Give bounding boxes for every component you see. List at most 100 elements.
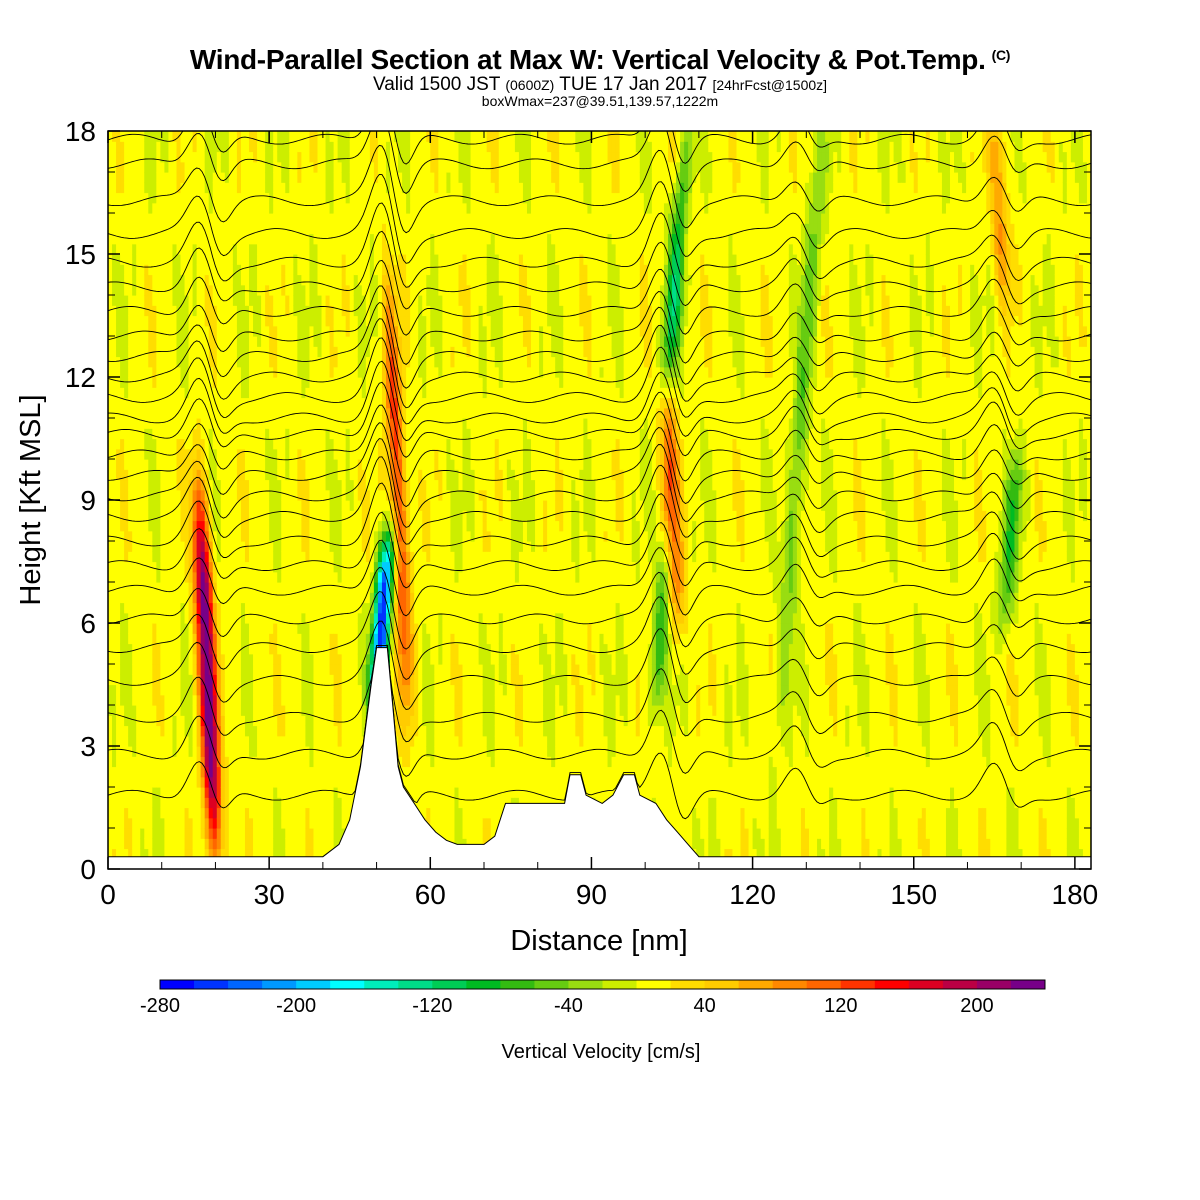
velocity-cell	[176, 428, 182, 440]
velocity-cell	[164, 243, 170, 255]
velocity-cell	[301, 346, 307, 358]
velocity-cell	[140, 418, 145, 429]
velocity-cell	[168, 787, 174, 798]
velocity-cell	[244, 377, 250, 388]
velocity-cell	[269, 674, 274, 686]
velocity-cell	[277, 551, 282, 563]
velocity-cell	[172, 295, 178, 306]
velocity-cell	[144, 551, 149, 563]
velocity-cell	[301, 582, 307, 593]
velocity-cell	[160, 746, 166, 757]
velocity-cell	[381, 305, 387, 317]
velocity-cell	[285, 530, 290, 542]
velocity-cell	[381, 489, 387, 501]
velocity-cell	[160, 664, 166, 675]
velocity-cell	[329, 305, 335, 317]
velocity-cell	[120, 151, 125, 163]
velocity-cell	[289, 377, 294, 388]
velocity-cell	[196, 202, 202, 214]
velocity-cell	[232, 489, 238, 501]
velocity-cell	[176, 172, 182, 183]
velocity-cell	[345, 418, 351, 429]
velocity-cell	[293, 479, 298, 491]
velocity-cell	[289, 848, 294, 860]
velocity-cell	[281, 489, 286, 501]
velocity-cell	[164, 305, 170, 317]
velocity-cell	[313, 325, 319, 337]
velocity-cell	[228, 561, 234, 573]
velocity-cell	[244, 264, 250, 276]
velocity-cell	[265, 582, 270, 593]
velocity-cell	[293, 182, 298, 194]
velocity-cell	[236, 592, 242, 604]
velocity-cell	[369, 643, 375, 655]
velocity-cell	[349, 377, 355, 388]
velocity-cell	[212, 684, 218, 696]
velocity-cell	[309, 223, 315, 235]
velocity-cell	[289, 325, 294, 337]
velocity-cell	[108, 213, 113, 224]
velocity-cell	[257, 356, 262, 368]
velocity-cell	[116, 653, 121, 665]
velocity-cell	[144, 828, 149, 839]
velocity-cell	[301, 295, 307, 306]
velocity-cell	[144, 336, 149, 347]
velocity-cell	[200, 407, 206, 419]
velocity-cell	[160, 325, 166, 337]
velocity-cell	[124, 295, 129, 306]
velocity-cell	[265, 623, 270, 634]
velocity-cell	[128, 264, 133, 276]
velocity-cell	[232, 797, 238, 809]
velocity-cell	[277, 561, 282, 573]
velocity-cell	[341, 664, 347, 675]
velocity-cell	[176, 315, 182, 327]
velocity-cell	[341, 397, 347, 409]
velocity-cell	[172, 612, 178, 624]
velocity-cell	[184, 551, 190, 563]
velocity-cell	[156, 325, 161, 337]
velocity-cell	[204, 336, 210, 347]
velocity-cell	[277, 397, 282, 409]
velocity-cell	[285, 633, 290, 645]
velocity-cell	[313, 161, 319, 173]
velocity-cell	[144, 602, 149, 614]
velocity-cell	[164, 397, 170, 409]
velocity-cell	[212, 315, 218, 327]
velocity-cell	[148, 274, 153, 286]
velocity-cell	[196, 243, 202, 255]
velocity-cell	[377, 223, 383, 235]
velocity-cell	[345, 438, 351, 450]
velocity-cell	[120, 418, 125, 429]
velocity-cell	[192, 828, 198, 839]
velocity-cell	[361, 254, 367, 265]
velocity-cell	[172, 223, 178, 235]
velocity-cell	[281, 653, 286, 665]
velocity-cell	[128, 233, 133, 245]
velocity-cell	[285, 346, 290, 358]
velocity-cell	[285, 643, 290, 655]
velocity-cell	[164, 202, 170, 214]
valid-time-line: Valid 1500 JST (0600Z) TUE 17 Jan 2017 […	[0, 74, 1200, 96]
velocity-cell	[261, 612, 266, 624]
velocity-cell	[269, 571, 274, 583]
velocity-cell	[381, 387, 387, 399]
velocity-cell	[269, 202, 274, 214]
velocity-cell	[192, 489, 198, 501]
velocity-cell	[357, 377, 363, 388]
velocity-cell	[188, 202, 194, 214]
velocity-cell	[333, 684, 339, 696]
velocity-cell	[353, 346, 359, 358]
velocity-cell	[216, 295, 222, 306]
velocity-cell	[325, 407, 331, 419]
velocity-cell	[232, 428, 238, 440]
velocity-cell	[128, 787, 133, 798]
velocity-cell	[273, 510, 278, 522]
velocity-cell	[188, 254, 194, 265]
velocity-cell	[148, 817, 153, 829]
velocity-cell	[309, 725, 315, 737]
velocity-cell	[301, 848, 307, 860]
velocity-cell	[369, 305, 375, 317]
velocity-cell	[240, 705, 246, 716]
velocity-cell	[216, 366, 222, 378]
velocity-cell	[160, 592, 166, 604]
